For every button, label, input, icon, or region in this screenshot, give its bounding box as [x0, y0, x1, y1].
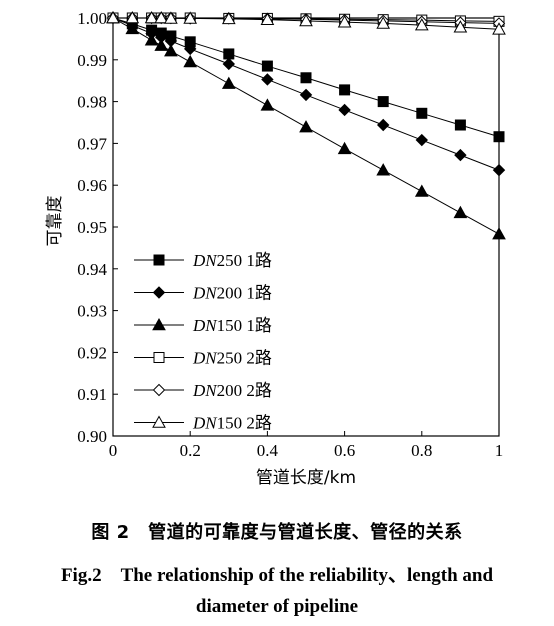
y-tick-label: 0.99	[77, 51, 107, 70]
data-point	[154, 10, 169, 24]
data-point	[414, 18, 429, 31]
data-point	[164, 43, 178, 57]
legend-label: DN150 2路	[192, 414, 272, 434]
data-point	[454, 119, 466, 131]
data-point	[299, 88, 313, 102]
data-point	[261, 73, 274, 86]
data-point	[125, 10, 140, 24]
x-axis: 0 0.2 0.4 0.6 0.8 1	[109, 431, 504, 460]
y-tick-label: 0.90	[77, 427, 107, 446]
data-point	[222, 57, 236, 71]
legend-label: DN150 1路	[192, 316, 272, 336]
legend-item: DN150 1路	[134, 316, 272, 336]
y-tick-label: 1.00	[77, 9, 107, 28]
x-tick-label: 0.6	[334, 441, 355, 460]
legend-label: DN250 2路	[192, 349, 272, 369]
data-point	[299, 120, 313, 133]
legend-marker	[153, 254, 165, 266]
y-tick-label: 0.94	[77, 260, 107, 279]
legend-marker	[152, 286, 166, 299]
legend-item: DN250 2路	[134, 349, 272, 369]
data-point	[144, 33, 159, 46]
y-axis-title: 可靠度	[45, 196, 65, 247]
data-point	[183, 42, 197, 56]
data-point	[416, 107, 428, 119]
data-point	[125, 21, 140, 35]
data-point	[183, 11, 198, 24]
data-point	[376, 118, 390, 132]
x-axis-title: 管道长度/km	[256, 468, 356, 488]
data-point	[415, 133, 429, 147]
data-point	[493, 131, 505, 143]
series-6	[106, 10, 506, 35]
data-point	[376, 16, 391, 29]
data-point	[154, 38, 169, 51]
figure-caption-en-line1: Fig.2 The relationship of the reliabilit…	[60, 565, 494, 586]
data-point	[106, 10, 120, 24]
y-tick-label: 0.96	[77, 176, 107, 195]
legend-marker	[152, 383, 166, 397]
data-point	[164, 11, 178, 24]
series-layer	[106, 10, 506, 240]
data-point	[453, 205, 468, 219]
data-point	[221, 76, 236, 89]
y-tick-label: 0.95	[77, 218, 107, 237]
y-tick-label: 0.91	[77, 385, 107, 404]
legend-label: DN200 1路	[192, 284, 272, 304]
data-point	[339, 84, 351, 96]
y-tick-label: 0.93	[77, 302, 107, 321]
legend-marker	[153, 352, 165, 363]
data-point	[260, 98, 275, 111]
figure-caption-en-line2: diameter of pipeline	[195, 596, 359, 617]
data-point	[299, 13, 313, 27]
y-tick-label: 0.98	[77, 93, 107, 112]
data-point	[183, 54, 198, 68]
data-point	[337, 141, 352, 155]
legend-label: DN200 2路	[192, 381, 272, 401]
data-point	[338, 103, 351, 117]
legend-item: DN200 1路	[134, 284, 272, 304]
legend-item: DN150 2路	[134, 414, 272, 434]
data-point	[223, 48, 235, 60]
legend-label: DN250 1路	[192, 251, 272, 271]
data-point	[377, 96, 389, 108]
series-2	[106, 11, 506, 177]
data-point	[144, 10, 159, 24]
data-point	[492, 22, 506, 35]
x-tick-label: 1	[495, 441, 504, 460]
y-axis: 0.90 0.91 0.92 0.93 0.94 0.95 0.96 0.97 0.98 0.99…	[77, 9, 118, 446]
data-point	[454, 148, 467, 162]
legend-item: DN250 1路	[134, 251, 272, 271]
x-tick-label: 0.4	[257, 441, 279, 460]
data-point	[492, 227, 506, 240]
legend-marker	[152, 415, 166, 428]
x-tick-label: 0.8	[411, 441, 432, 460]
data-point	[300, 72, 312, 84]
data-point	[376, 163, 391, 176]
data-point	[492, 163, 506, 177]
reliability-chart: 0 0.2 0.4 0.6 0.8 1 0.900.910.920.930.940.950…	[45, 9, 506, 488]
figure-caption-cn: 图 2 管道的可靠度与管道长度、管径的关系	[91, 522, 463, 543]
x-tick-label: 0.2	[180, 441, 201, 460]
data-point	[337, 15, 352, 28]
legend-item: DN200 2路	[134, 381, 272, 401]
data-point	[261, 60, 273, 72]
legend: DN250 1路 DN200 1路 DN150 1路 DN250 2路 DN200 2路…	[134, 251, 272, 434]
y-tick-label: 0.92	[77, 343, 107, 362]
x-tick-label: 0	[109, 441, 118, 460]
series-3	[106, 10, 506, 240]
y-tick-label: 0.97	[77, 134, 107, 153]
data-point	[260, 12, 275, 25]
legend-marker	[152, 317, 166, 331]
data-point	[221, 11, 236, 25]
data-point	[414, 184, 429, 197]
data-point	[453, 20, 468, 33]
